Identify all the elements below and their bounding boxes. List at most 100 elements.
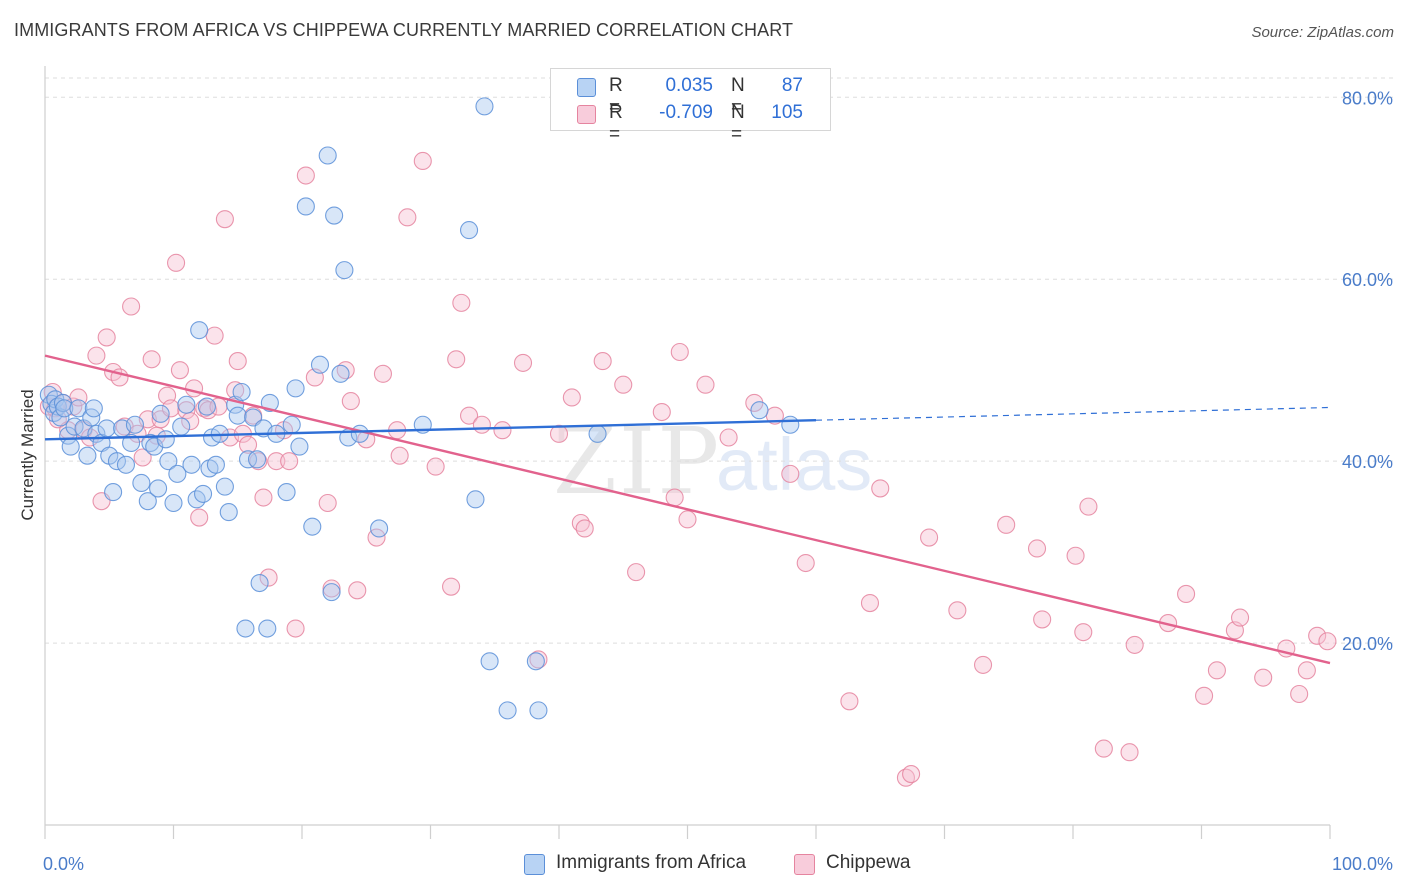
point-chippewa bbox=[185, 379, 204, 398]
point-chippewa bbox=[840, 692, 859, 711]
legend-r-label: R = bbox=[609, 75, 623, 118]
y-tick-label: 60.0% bbox=[1342, 270, 1393, 290]
point-africa bbox=[97, 419, 116, 438]
point-africa bbox=[498, 701, 517, 720]
point-chippewa bbox=[529, 650, 548, 669]
point-africa bbox=[296, 197, 315, 216]
point-chippewa bbox=[1074, 623, 1093, 642]
point-chippewa bbox=[280, 452, 299, 471]
point-chippewa bbox=[426, 457, 445, 476]
point-africa bbox=[459, 221, 479, 240]
point-chippewa bbox=[665, 488, 684, 507]
point-chippewa bbox=[259, 568, 278, 587]
trendline-africa-extension bbox=[815, 406, 1331, 421]
point-africa bbox=[61, 437, 80, 456]
point-chippewa bbox=[902, 765, 921, 784]
point-africa bbox=[164, 493, 183, 513]
point-africa bbox=[69, 399, 88, 418]
point-chippewa bbox=[1177, 584, 1196, 604]
bottom-legend-label-chippewa: Chippewa bbox=[826, 852, 911, 873]
x-tick-label-max: 100.0% bbox=[1332, 854, 1393, 874]
point-chippewa bbox=[296, 166, 315, 185]
point-africa bbox=[132, 473, 151, 493]
point-chippewa bbox=[215, 210, 234, 229]
point-africa bbox=[122, 433, 141, 453]
point-africa bbox=[145, 437, 164, 456]
point-chippewa bbox=[142, 350, 161, 369]
point-chippewa bbox=[997, 515, 1016, 534]
point-chippewa bbox=[670, 342, 689, 362]
point-africa bbox=[750, 401, 769, 420]
point-africa bbox=[247, 450, 267, 469]
point-africa bbox=[250, 573, 269, 593]
y-tick-label: 40.0% bbox=[1342, 452, 1393, 472]
point-africa bbox=[116, 455, 136, 474]
point-chippewa bbox=[948, 601, 967, 620]
point-chippewa bbox=[1066, 546, 1085, 565]
point-africa bbox=[65, 417, 84, 436]
point-africa bbox=[781, 415, 800, 434]
point-africa bbox=[138, 492, 157, 511]
point-africa bbox=[236, 619, 255, 638]
bottom-legend-swatch-chippewa bbox=[794, 854, 815, 875]
point-chippewa bbox=[447, 350, 466, 369]
point-africa bbox=[286, 379, 305, 398]
point-chippewa bbox=[87, 346, 106, 365]
source-credit: Source: ZipAtlas.com bbox=[1251, 24, 1394, 41]
point-africa bbox=[194, 484, 213, 503]
point-chippewa bbox=[190, 508, 209, 527]
point-chippewa bbox=[1231, 608, 1250, 627]
point-chippewa bbox=[398, 208, 417, 227]
point-chippewa bbox=[678, 510, 697, 529]
bottom-legend-label-africa: Immigrants from Africa bbox=[556, 852, 747, 873]
point-africa bbox=[84, 399, 103, 418]
point-africa bbox=[78, 446, 97, 465]
point-chippewa bbox=[896, 768, 916, 787]
point-africa bbox=[182, 455, 201, 474]
point-chippewa bbox=[226, 381, 245, 400]
point-chippewa bbox=[796, 553, 815, 573]
point-africa bbox=[277, 483, 296, 502]
point-chippewa bbox=[97, 328, 116, 347]
point-chippewa bbox=[781, 464, 800, 483]
point-africa bbox=[197, 397, 216, 416]
point-africa bbox=[104, 483, 123, 502]
point-africa bbox=[172, 417, 191, 436]
x-tick-label-min: 0.0% bbox=[43, 854, 84, 874]
point-chippewa bbox=[1290, 684, 1309, 704]
point-chippewa bbox=[167, 253, 186, 272]
point-chippewa bbox=[1125, 635, 1144, 654]
point-chippewa bbox=[205, 326, 224, 345]
point-africa bbox=[159, 452, 178, 471]
legend-swatch-chippewa bbox=[577, 105, 596, 124]
point-africa bbox=[55, 399, 74, 418]
point-chippewa bbox=[562, 388, 581, 407]
legend-n-value: 87 bbox=[781, 75, 803, 96]
point-chippewa bbox=[133, 448, 152, 467]
point-africa bbox=[151, 404, 170, 423]
legend-r-value: -0.709 bbox=[659, 102, 713, 123]
point-chippewa bbox=[442, 577, 461, 596]
point-chippewa bbox=[1094, 739, 1113, 758]
point-chippewa bbox=[1318, 632, 1337, 651]
point-africa bbox=[258, 619, 277, 638]
point-africa bbox=[331, 364, 350, 383]
point-chippewa bbox=[238, 435, 258, 454]
point-chippewa bbox=[170, 361, 189, 380]
point-chippewa bbox=[459, 406, 479, 425]
point-chippewa bbox=[341, 392, 360, 411]
point-chippewa bbox=[1207, 661, 1226, 680]
point-africa bbox=[177, 395, 196, 414]
point-africa bbox=[325, 206, 344, 225]
point-chippewa bbox=[593, 352, 612, 371]
point-africa bbox=[310, 355, 330, 374]
point-chippewa bbox=[472, 415, 491, 434]
point-africa bbox=[588, 424, 607, 443]
point-africa bbox=[318, 146, 337, 165]
point-chippewa bbox=[336, 361, 355, 380]
point-africa bbox=[228, 406, 247, 425]
point-africa bbox=[51, 408, 70, 427]
point-africa bbox=[303, 517, 322, 536]
legend-n-value: 105 bbox=[771, 102, 803, 123]
